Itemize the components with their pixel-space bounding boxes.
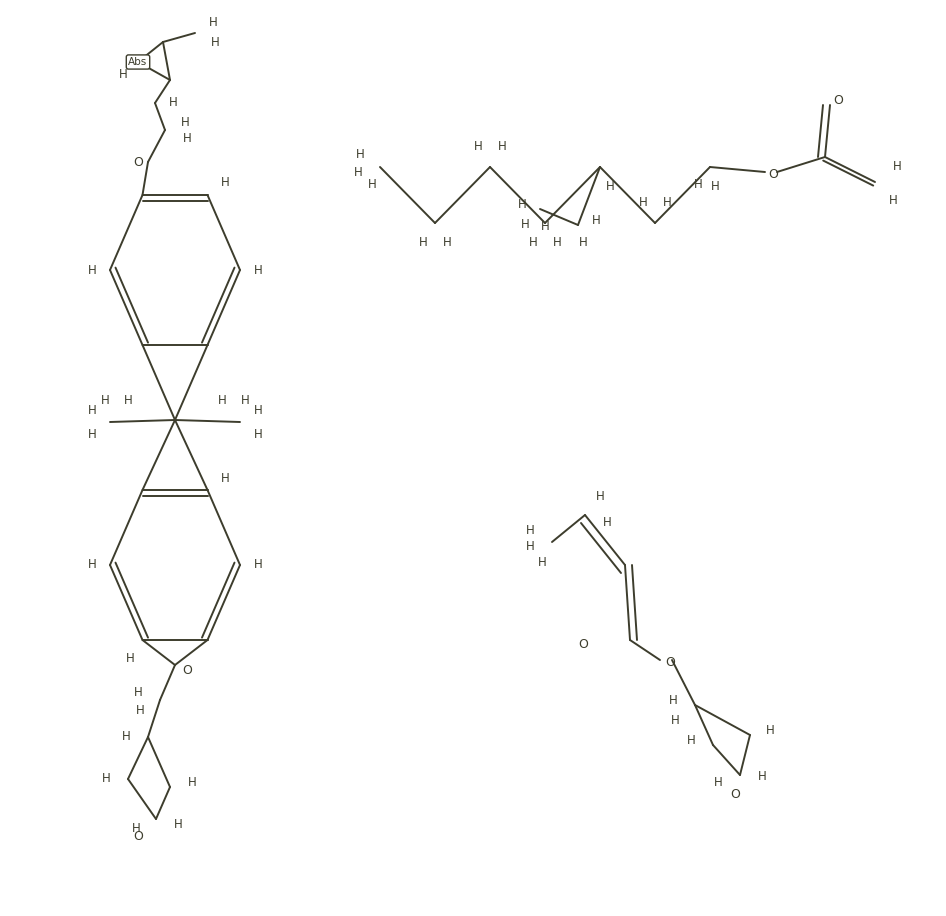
Text: H: H <box>474 140 482 154</box>
Text: H: H <box>603 517 611 529</box>
Text: H: H <box>101 772 111 786</box>
Text: H: H <box>443 236 451 249</box>
Text: H: H <box>126 651 135 664</box>
Text: H: H <box>88 404 96 417</box>
Text: H: H <box>254 428 262 441</box>
Text: H: H <box>529 236 537 249</box>
Text: H: H <box>419 236 428 249</box>
Text: O: O <box>133 156 143 169</box>
Text: H: H <box>183 132 191 145</box>
Text: H: H <box>187 776 197 789</box>
Text: H: H <box>100 394 110 407</box>
Text: H: H <box>368 179 377 191</box>
Text: H: H <box>218 394 226 407</box>
Text: H: H <box>133 685 143 699</box>
Text: H: H <box>526 540 534 553</box>
Text: H: H <box>540 221 550 234</box>
Text: H: H <box>893 160 902 173</box>
Text: H: H <box>517 198 526 211</box>
Text: H: H <box>596 490 604 504</box>
Text: H: H <box>687 734 695 747</box>
Text: H: H <box>131 823 140 835</box>
Text: H: H <box>181 115 189 128</box>
Text: H: H <box>356 148 364 161</box>
Text: O: O <box>768 169 778 181</box>
Text: H: H <box>254 404 262 417</box>
Text: H: H <box>591 213 601 226</box>
Text: O: O <box>665 657 674 670</box>
Text: H: H <box>354 166 362 179</box>
Text: H: H <box>693 179 702 191</box>
Text: H: H <box>88 428 96 441</box>
Text: O: O <box>730 789 740 802</box>
Text: H: H <box>552 236 561 249</box>
Text: H: H <box>135 703 145 716</box>
Text: H: H <box>498 140 506 154</box>
Text: H: H <box>240 394 250 407</box>
Text: H: H <box>758 770 766 783</box>
Text: H: H <box>88 559 96 572</box>
Text: H: H <box>211 37 219 49</box>
Text: H: H <box>671 714 679 726</box>
Text: H: H <box>209 16 218 29</box>
Text: H: H <box>669 693 677 706</box>
Text: H: H <box>254 264 262 277</box>
Text: O: O <box>182 663 192 677</box>
Text: H: H <box>168 96 178 110</box>
Text: H: H <box>174 817 183 831</box>
Text: H: H <box>765 724 775 736</box>
Text: H: H <box>662 197 672 210</box>
Text: O: O <box>833 93 843 106</box>
Text: H: H <box>605 180 614 193</box>
Text: H: H <box>118 68 128 81</box>
Text: H: H <box>713 777 723 790</box>
Text: H: H <box>537 555 547 569</box>
Text: H: H <box>221 472 230 485</box>
Text: H: H <box>526 524 534 537</box>
Text: H: H <box>520 217 530 231</box>
Text: H: H <box>639 197 647 210</box>
Text: H: H <box>254 559 262 572</box>
Text: H: H <box>122 730 131 744</box>
Text: Abs: Abs <box>129 57 148 67</box>
Text: H: H <box>221 177 230 190</box>
Text: H: H <box>124 394 132 407</box>
Text: H: H <box>710 180 719 193</box>
Text: O: O <box>578 638 587 651</box>
Text: O: O <box>133 831 143 844</box>
Text: H: H <box>88 264 96 277</box>
Text: H: H <box>888 193 898 206</box>
Text: H: H <box>579 236 587 249</box>
